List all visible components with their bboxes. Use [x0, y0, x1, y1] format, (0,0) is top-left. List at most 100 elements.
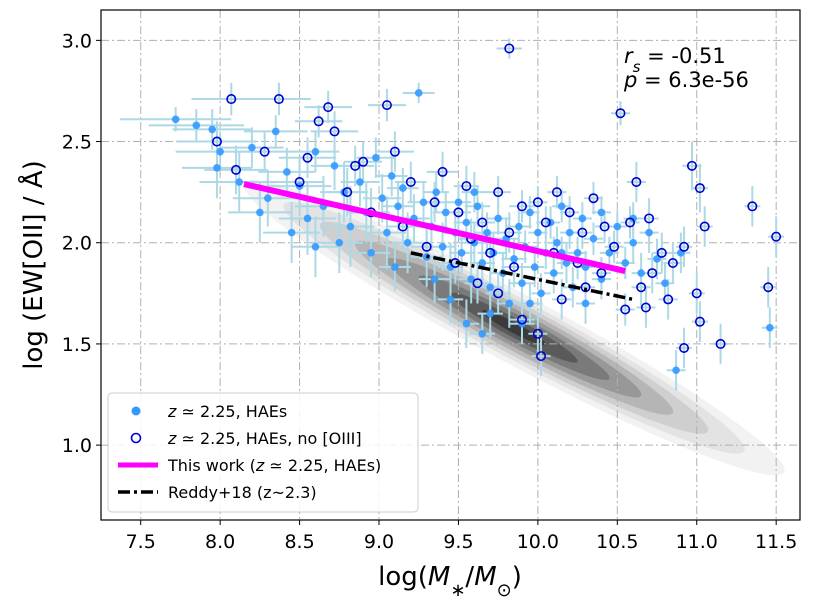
data-point-hae [330, 162, 339, 170]
legend-label-reddy18: Reddy+18 (z~2.3) [168, 483, 317, 502]
data-point-hae [565, 228, 574, 237]
data-point-hae [378, 194, 386, 203]
data-point-hae [346, 222, 355, 231]
data-point-hae [530, 263, 539, 271]
p-annotation: p = 6.3e-56 [623, 68, 749, 92]
data-point-hae [462, 218, 471, 227]
data-point-hae [526, 208, 534, 217]
data-point-hae [486, 283, 495, 292]
legend-label-this-work: This work (z ≃ 2.25, HAEs) [167, 456, 381, 475]
data-point-hae-no-oiii [532, 328, 543, 339]
data-point-hae-no-oiii [453, 207, 464, 218]
data-point-hae [399, 184, 407, 192]
data-point-hae-no-oiii [381, 100, 392, 111]
data-point-hae [672, 366, 680, 375]
data-point-hae [621, 259, 630, 267]
data-point-hae-no-oiii [472, 278, 483, 289]
data-point-hae [637, 269, 645, 277]
data-point-hae [356, 178, 364, 186]
data-point-hae [403, 238, 412, 247]
data-point-hae [391, 263, 399, 271]
data-point-hae [645, 228, 653, 237]
x-tick-label: 8.0 [205, 531, 235, 553]
data-point-hae-no-oiii [405, 177, 416, 188]
rs-annotation: rs = -0.51 [624, 44, 726, 76]
hae-no-oiii-points [211, 43, 782, 362]
data-point-hae-no-oiii [694, 183, 705, 194]
data-point-hae-no-oiii [358, 156, 369, 167]
data-point-hae-no-oiii [540, 217, 551, 228]
data-point-hae [271, 127, 280, 136]
data-point-hae [653, 255, 661, 263]
data-point-hae-no-oiii [461, 181, 472, 192]
data-point-hae-no-oiii [596, 268, 607, 279]
data-point-hae [387, 172, 396, 180]
data-point-hae-no-oiii [429, 197, 440, 208]
data-point-hae [441, 208, 450, 217]
data-point-hae-no-oiii [231, 164, 242, 175]
y-tick-label: 3.0 [62, 30, 92, 52]
data-point-hae-no-oiii [644, 213, 655, 224]
x-tick-label: 8.5 [284, 531, 314, 553]
data-point-hae [171, 115, 180, 124]
data-point-hae-no-oiii [350, 160, 361, 171]
data-point-hae [208, 125, 217, 134]
data-point-hae [446, 295, 455, 304]
data-point-hae [414, 89, 423, 97]
data-point-hae-no-oiii [211, 136, 222, 147]
data-point-hae [629, 238, 637, 247]
data-point-hae [553, 238, 561, 247]
data-point-hae [283, 168, 291, 176]
data-point-hae [394, 202, 402, 211]
data-point-hae-no-oiii [620, 304, 631, 315]
y-axis-ticks: 1.0 1.5 2.0 2.5 3.0 [62, 30, 101, 457]
data-point-hae [335, 238, 344, 247]
data-point-hae [505, 299, 514, 308]
data-point-hae-no-oiii [679, 342, 690, 353]
data-point-hae-no-oiii [556, 294, 567, 305]
data-point-hae [515, 222, 523, 231]
x-tick-label: 11.0 [676, 531, 718, 553]
legend-label-hae-no-oiii: z ≃ 2.25, HAEs, no [OIII] [167, 429, 362, 448]
data-point-hae [438, 242, 447, 251]
y-axis-label: log (EW[OII] / Å) [17, 160, 49, 370]
data-point-hae-no-oiii [389, 146, 400, 157]
data-point-hae [483, 228, 491, 237]
data-point-hae [454, 198, 463, 207]
data-point-hae [581, 299, 590, 308]
data-point-hae [605, 249, 614, 257]
data-point-hae [526, 299, 534, 308]
data-point-hae [589, 234, 598, 243]
data-point-hae-no-oiii [273, 94, 284, 105]
data-point-hae-no-oiii [509, 262, 520, 273]
data-point-hae-no-oiii [259, 146, 270, 157]
data-point-hae [256, 208, 264, 217]
x-tick-label: 9.0 [364, 531, 394, 553]
data-point-hae-no-oiii [640, 302, 651, 313]
data-point-hae-no-oiii [294, 177, 305, 188]
data-point-hae [486, 309, 495, 318]
data-point-hae [613, 222, 622, 231]
data-point-hae-no-oiii [551, 187, 562, 198]
y-tick-label: 2.5 [62, 132, 92, 154]
data-point-hae-no-oiii [694, 316, 705, 327]
data-point-hae [311, 242, 320, 251]
data-point-hae-no-oiii [647, 268, 658, 279]
data-point-hae [534, 228, 542, 237]
x-tick-label: 7.5 [126, 531, 156, 553]
data-point-hae [446, 263, 455, 271]
data-point-hae [235, 178, 244, 186]
data-point-hae-no-oiii [302, 152, 313, 163]
data-point-hae [494, 214, 502, 223]
data-point-hae [419, 198, 428, 207]
data-point-hae [578, 214, 587, 223]
plot-frame [100, 9, 801, 521]
data-point-hae-no-oiii [493, 187, 504, 198]
data-point-hae-no-oiii [631, 177, 642, 188]
data-point-hae-no-oiii [686, 160, 697, 171]
data-point-hae-no-oiii [699, 221, 710, 232]
data-point-hae [470, 188, 479, 196]
data-point-hae-no-oiii [532, 197, 543, 208]
x-tick-label: 10.5 [596, 531, 638, 553]
data-point-hae-no-oiii [342, 187, 353, 198]
